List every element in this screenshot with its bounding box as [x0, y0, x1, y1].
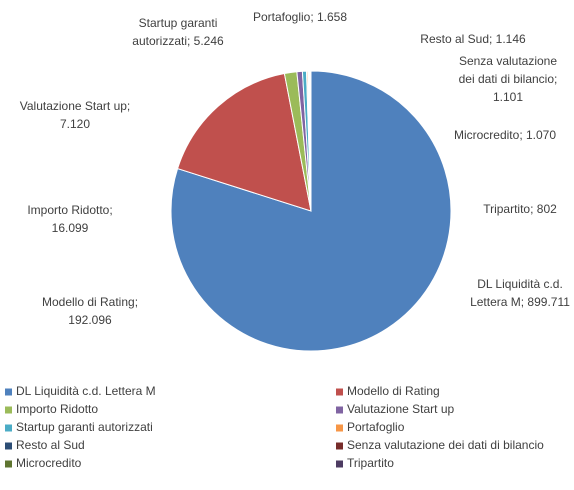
legend-swatch	[336, 442, 343, 450]
legend-swatch	[5, 442, 12, 450]
data-label: Resto al Sud; 1.146	[420, 32, 526, 46]
legend-label: Senza valutazione dei dati di bilancio	[347, 438, 544, 452]
legend-swatch	[5, 406, 12, 414]
legend-label: Tripartito	[347, 456, 394, 470]
data-label-line: dei dati di bilancio;	[459, 72, 558, 86]
legend-swatch	[336, 424, 343, 432]
data-label-line: Modello di Rating;	[42, 295, 138, 309]
data-label: Modello di Rating; 192.096	[42, 295, 138, 327]
legend-label: Microcredito	[16, 456, 82, 470]
legend-swatch	[5, 388, 12, 396]
legend-swatch	[5, 460, 12, 468]
data-label-line: DL Liquidità c.d.	[477, 277, 563, 291]
legend-label: Startup garanti autorizzati	[16, 420, 153, 434]
data-label-line: 16.099	[52, 221, 89, 235]
legend-swatch	[336, 388, 343, 396]
data-label-line: Startup garanti	[139, 16, 218, 30]
data-label-line: Senza valutazione	[459, 54, 557, 68]
legend-label: DL Liquidità c.d. Lettera M	[16, 384, 156, 398]
legend-label: Portafoglio	[347, 420, 405, 434]
data-label-line: Portafoglio; 1.658	[253, 10, 347, 24]
legend-label: Valutazione Start up	[347, 402, 455, 416]
legend-label: Modello di Rating	[347, 384, 440, 398]
legend-label: Resto al Sud	[16, 438, 85, 452]
data-label: Valutazione Start up; 7.120	[20, 99, 131, 131]
data-label-line: Lettera M; 899.711	[470, 295, 570, 309]
data-label-line: Tripartito; 802	[483, 202, 557, 216]
data-label: Tripartito; 802	[483, 202, 557, 216]
legend-swatch	[336, 460, 343, 468]
data-label: Microcredito; 1.070	[454, 128, 556, 142]
data-label-line: Resto al Sud; 1.146	[420, 32, 526, 46]
pie-slice	[309, 70, 312, 212]
legend-swatch	[5, 424, 12, 432]
data-label: Portafoglio; 1.658	[253, 10, 347, 24]
pie-slice	[176, 72, 312, 212]
data-label-line: Importo Ridotto;	[27, 203, 112, 217]
data-label-line: autorizzati; 5.246	[132, 34, 224, 48]
data-label: Importo Ridotto; 16.099	[27, 203, 112, 235]
data-label-line: 1.101	[493, 90, 523, 104]
data-label: Senza valutazione dei dati di bilancio; 1.…	[459, 54, 558, 104]
legend-label: Importo Ridotto	[16, 402, 98, 416]
data-label: DL Liquidità c.d. Lettera M; 899.711	[470, 277, 570, 309]
legend-swatch	[336, 406, 343, 414]
data-label-line: Valutazione Start up;	[20, 99, 131, 113]
data-label: Startup garanti autorizzati; 5.246	[132, 16, 224, 48]
data-label-line: Microcredito; 1.070	[454, 128, 556, 142]
data-label-line: 7.120	[60, 117, 90, 131]
data-label-line: 192.096	[68, 313, 112, 327]
